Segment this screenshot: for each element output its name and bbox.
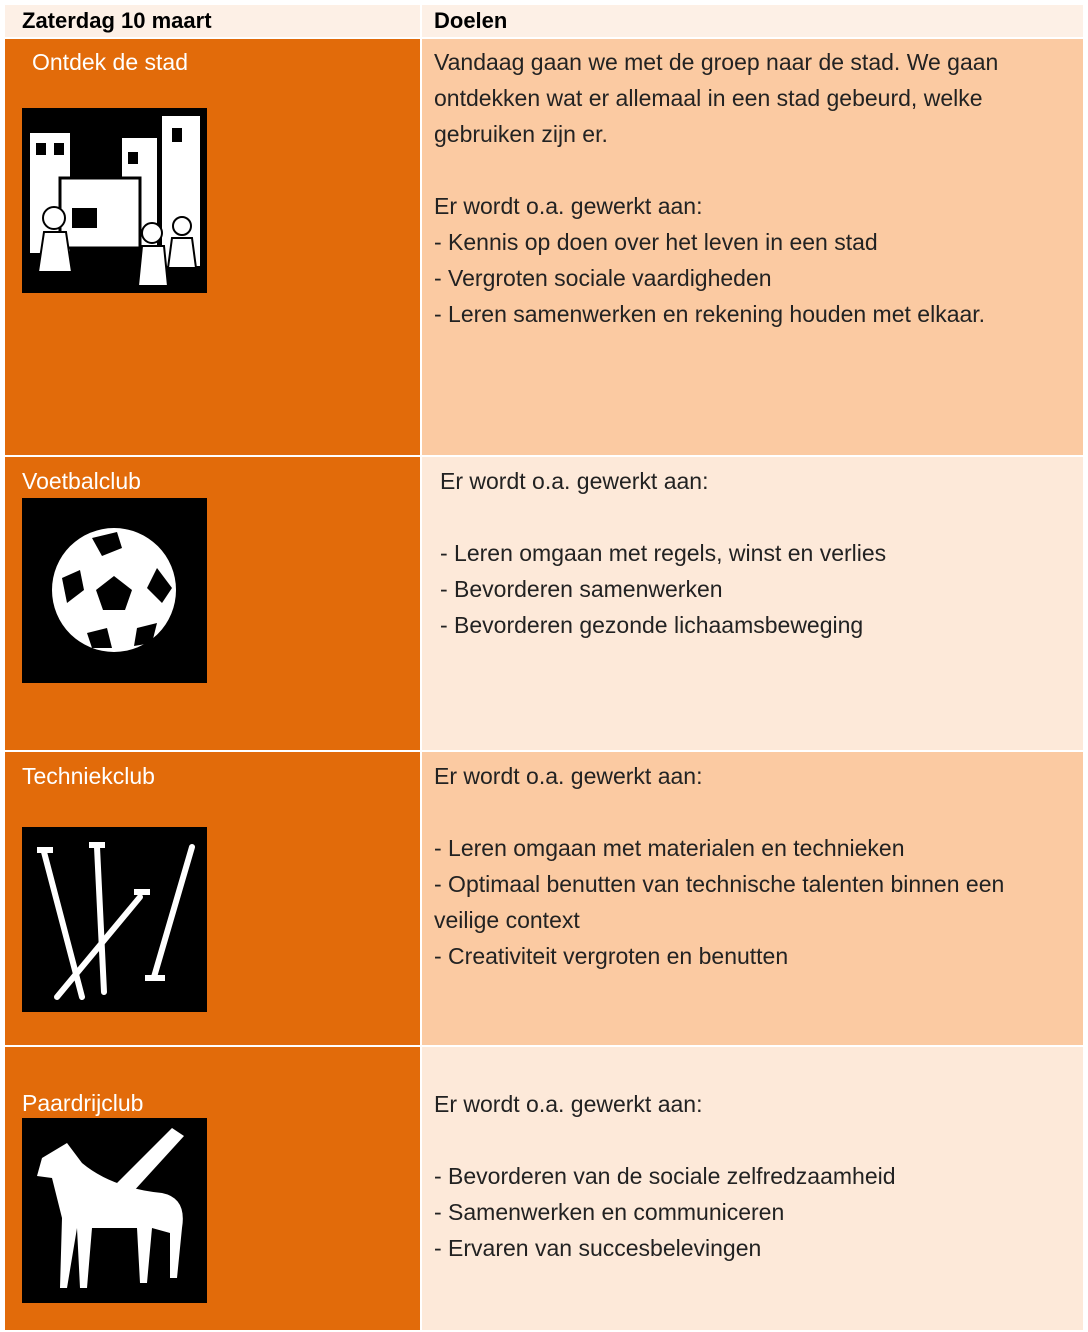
activity-title: Paardrijclub (22, 1090, 144, 1116)
goal-item: - Bevorderen van de sociale zelfredzaamh… (434, 1163, 896, 1189)
goal-item: - Leren samenwerken en rekening houden m… (434, 301, 986, 327)
lead-text: Er wordt o.a. gewerkt aan: (434, 1091, 703, 1117)
lead-text: Er wordt o.a. gewerkt aan: (434, 763, 703, 789)
goal-item: - Samenwerken en communiceren (434, 1199, 785, 1225)
goals-cell: Er wordt o.a. gewerkt aan: - Bevorderen v… (422, 1047, 1083, 1330)
goals-cell: Er wordt o.a. gewerkt aan: - Leren omgaan… (422, 457, 1083, 750)
goal-item: - Kennis op doen over het leven in een s… (434, 229, 878, 255)
intro-paragraph: Vandaag gaan we met de groep naar de sta… (434, 49, 999, 147)
activity-cell: Voetbalclub (5, 457, 420, 750)
goal-item: - Leren omgaan met materialen en technie… (434, 835, 905, 861)
goal-item: - Leren omgaan met regels, winst en verl… (440, 540, 887, 566)
goal-item: - Creativiteit vergroten en benutten (434, 943, 789, 969)
lead-text: Er wordt o.a. gewerkt aan: (434, 193, 703, 219)
goal-item: - Ervaren van succesbelevingen (434, 1235, 762, 1261)
header-label: Doelen (434, 8, 508, 33)
horse-icon (22, 1118, 207, 1303)
football-icon (22, 498, 207, 683)
goal-item: - Optimaal benutten van technische talen… (434, 871, 1005, 933)
header-cell: Doelen (422, 5, 1083, 37)
goal-item: - Bevorderen gezonde lichaamsbeweging (440, 612, 864, 638)
activity-cell: Paardrijclub (5, 1047, 420, 1330)
activity-cell: Techniekclub (5, 752, 420, 1045)
activity-title: Techniekclub (22, 763, 155, 789)
activity-cell: Ontdek de stad (5, 39, 420, 455)
activity-title: Ontdek de stad (32, 49, 188, 75)
activity-title: Voetbalclub (22, 468, 141, 494)
goal-item: - Bevorderen samenwerken (440, 576, 723, 602)
header-label: Zaterdag 10 maart (22, 8, 212, 33)
goal-item: - Vergroten sociale vaardigheden (434, 265, 772, 291)
tools-icon (22, 827, 207, 1012)
goals-cell: Vandaag gaan we met de groep naar de sta… (422, 39, 1083, 455)
header-cell: Zaterdag 10 maart (5, 5, 420, 37)
goals-cell: Er wordt o.a. gewerkt aan: - Leren omgaan… (422, 752, 1083, 1045)
lead-text: Er wordt o.a. gewerkt aan: (440, 468, 709, 494)
city-icon (22, 108, 207, 293)
